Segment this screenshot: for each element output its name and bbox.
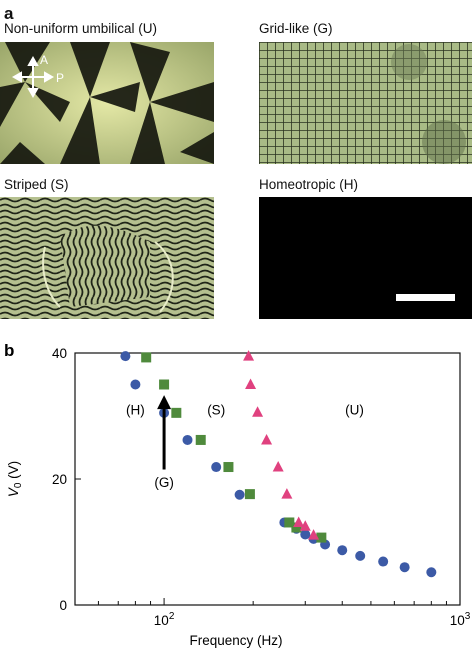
data-point-circle bbox=[355, 550, 366, 561]
y-tick-label: 40 bbox=[52, 346, 67, 361]
data-point-circle bbox=[182, 434, 193, 445]
data-point-circle bbox=[234, 489, 245, 500]
umbilical-micrograph: A P bbox=[0, 42, 214, 164]
data-point-circle bbox=[211, 462, 222, 473]
data-point-triangle bbox=[245, 378, 257, 389]
data-point-circle bbox=[120, 351, 131, 362]
phase-diagram-chart: b 0 20 40 102 103 (H) (S) (U) (G) Frequency (Hz… bbox=[4, 341, 471, 648]
title-striped: Striped (S) bbox=[4, 177, 69, 192]
data-point-square bbox=[141, 352, 152, 363]
y-tick-label: 0 bbox=[59, 598, 67, 613]
data-point-triangle bbox=[293, 516, 305, 527]
homeotropic-micrograph bbox=[259, 197, 472, 319]
data-point-triangle bbox=[261, 433, 273, 445]
data-point-triangle bbox=[281, 488, 293, 499]
data-point-triangle bbox=[299, 520, 311, 531]
x-tick-label: 102 bbox=[154, 611, 175, 628]
data-point-square bbox=[316, 532, 327, 543]
x-axis-label: Frequency (Hz) bbox=[189, 633, 282, 648]
data-point-circle bbox=[399, 562, 410, 573]
region-label: (G) bbox=[154, 475, 174, 490]
region-label: (S) bbox=[207, 403, 225, 418]
panel-a-label: a bbox=[4, 4, 14, 23]
data-point-triangle bbox=[243, 350, 255, 361]
data-point-circle bbox=[426, 567, 437, 578]
data-point-square bbox=[291, 522, 302, 533]
data-point-square bbox=[223, 462, 234, 473]
x-tick-label: 103 bbox=[450, 611, 471, 628]
scale-bar bbox=[396, 294, 455, 301]
data-point-circle bbox=[378, 556, 389, 567]
data-point-triangle bbox=[308, 529, 320, 540]
data-point-square bbox=[244, 489, 255, 500]
data-point-square bbox=[171, 407, 182, 418]
panel-b-label: b bbox=[4, 341, 14, 360]
data-point-circle bbox=[337, 545, 348, 556]
y-axis-label: V0 (V) bbox=[6, 461, 24, 497]
data-point-circle bbox=[130, 379, 141, 390]
data-point-triangle bbox=[272, 461, 284, 472]
data-point-square bbox=[284, 517, 295, 528]
g-arrow-head bbox=[157, 395, 172, 410]
title-grid: Grid-like (G) bbox=[259, 21, 333, 36]
title-homeotropic: Homeotropic (H) bbox=[259, 177, 359, 192]
grid-micrograph bbox=[259, 42, 472, 164]
region-label: (U) bbox=[345, 403, 364, 418]
data-point-square bbox=[195, 434, 206, 445]
region-label: (H) bbox=[126, 403, 145, 418]
striped-micrograph bbox=[0, 197, 214, 319]
data-point-triangle bbox=[252, 406, 264, 417]
data-point-square bbox=[159, 379, 170, 390]
data-point-circle bbox=[300, 529, 311, 540]
analyzer-label: A bbox=[40, 53, 48, 67]
y-tick-label: 20 bbox=[52, 472, 67, 487]
polarizer-label: P bbox=[56, 71, 64, 85]
title-umbilical: Non-uniform umbilical (U) bbox=[4, 21, 158, 36]
